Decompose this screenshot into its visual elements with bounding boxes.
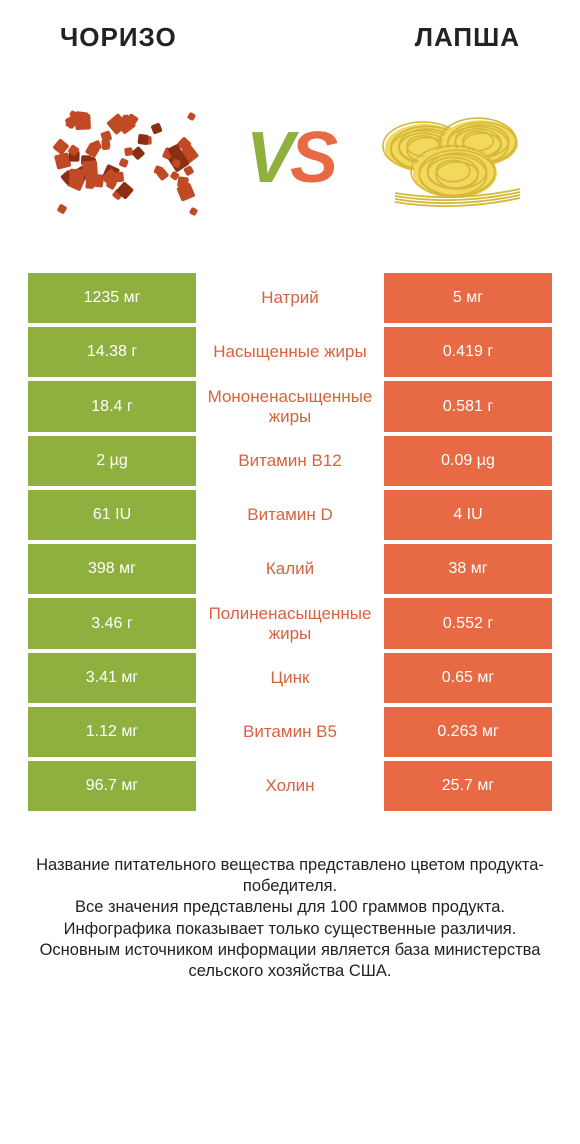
value-right: 0.581 г xyxy=(384,381,552,432)
value-left: 1235 мг xyxy=(28,273,196,323)
value-left: 1.12 мг xyxy=(28,707,196,757)
chorizo-image xyxy=(40,93,210,223)
nutrient-label: Калий xyxy=(196,544,384,594)
nutrient-label: Холин xyxy=(196,761,384,811)
table-row: 3.41 мгЦинк0.65 мг xyxy=(28,653,552,703)
vs-s: S xyxy=(290,122,334,194)
table-row: 61 IUВитамин D4 IU xyxy=(28,490,552,540)
table-row: 14.38 гНасыщенные жиры0.419 г xyxy=(28,327,552,377)
hero-row: VS xyxy=(0,63,580,273)
table-row: 1.12 мгВитамин B50.263 мг xyxy=(28,707,552,757)
value-left: 18.4 г xyxy=(28,381,196,432)
nutrient-label: Витамин B12 xyxy=(196,436,384,486)
value-right: 0.419 г xyxy=(384,327,552,377)
value-left: 398 мг xyxy=(28,544,196,594)
value-left: 14.38 г xyxy=(28,327,196,377)
value-right: 5 мг xyxy=(384,273,552,323)
nutrient-label: Витамин B5 xyxy=(196,707,384,757)
value-right: 4 IU xyxy=(384,490,552,540)
value-left: 3.41 мг xyxy=(28,653,196,703)
vs-label: VS xyxy=(246,122,334,194)
value-left: 2 µg xyxy=(28,436,196,486)
table-row: 2 µgВитамин B120.09 µg xyxy=(28,436,552,486)
nutrient-label: Полиненасыщенные жиры xyxy=(196,598,384,649)
nutrient-label: Витамин D xyxy=(196,490,384,540)
value-right: 0.552 г xyxy=(384,598,552,649)
table-row: 1235 мгНатрий5 мг xyxy=(28,273,552,323)
title-right: ЛАПША xyxy=(415,22,520,53)
footer-line: Название питательного вещества представл… xyxy=(30,855,550,897)
value-right: 0.65 мг xyxy=(384,653,552,703)
value-right: 0.09 µg xyxy=(384,436,552,486)
value-right: 25.7 мг xyxy=(384,761,552,811)
infographic-page: ЧОРИЗО ЛАПША VS 1235 мгНатрий5 мг14.38 г… xyxy=(0,0,580,1144)
comparison-table: 1235 мгНатрий5 мг14.38 гНасыщенные жиры0… xyxy=(0,273,580,815)
value-right: 0.263 мг xyxy=(384,707,552,757)
title-left: ЧОРИЗО xyxy=(60,22,177,53)
nutrient-label: Цинк xyxy=(196,653,384,703)
noodles-image xyxy=(370,93,540,223)
value-right: 38 мг xyxy=(384,544,552,594)
value-left: 96.7 мг xyxy=(28,761,196,811)
footer-notes: Название питательного вещества представл… xyxy=(0,815,580,982)
header: ЧОРИЗО ЛАПША xyxy=(0,0,580,63)
nutrient-label: Натрий xyxy=(196,273,384,323)
vs-v: V xyxy=(246,122,290,194)
table-row: 3.46 гПолиненасыщенные жиры0.552 г xyxy=(28,598,552,649)
table-row: 96.7 мгХолин25.7 мг xyxy=(28,761,552,811)
value-left: 3.46 г xyxy=(28,598,196,649)
nutrient-label: Насыщенные жиры xyxy=(196,327,384,377)
nutrient-label: Мононенасыщенные жиры xyxy=(196,381,384,432)
footer-line: Инфографика показывает только существенн… xyxy=(30,919,550,940)
table-row: 398 мгКалий38 мг xyxy=(28,544,552,594)
value-left: 61 IU xyxy=(28,490,196,540)
table-row: 18.4 гМононенасыщенные жиры0.581 г xyxy=(28,381,552,432)
footer-line: Все значения представлены для 100 граммо… xyxy=(30,897,550,918)
footer-line: Основным источником информации является … xyxy=(30,940,550,982)
